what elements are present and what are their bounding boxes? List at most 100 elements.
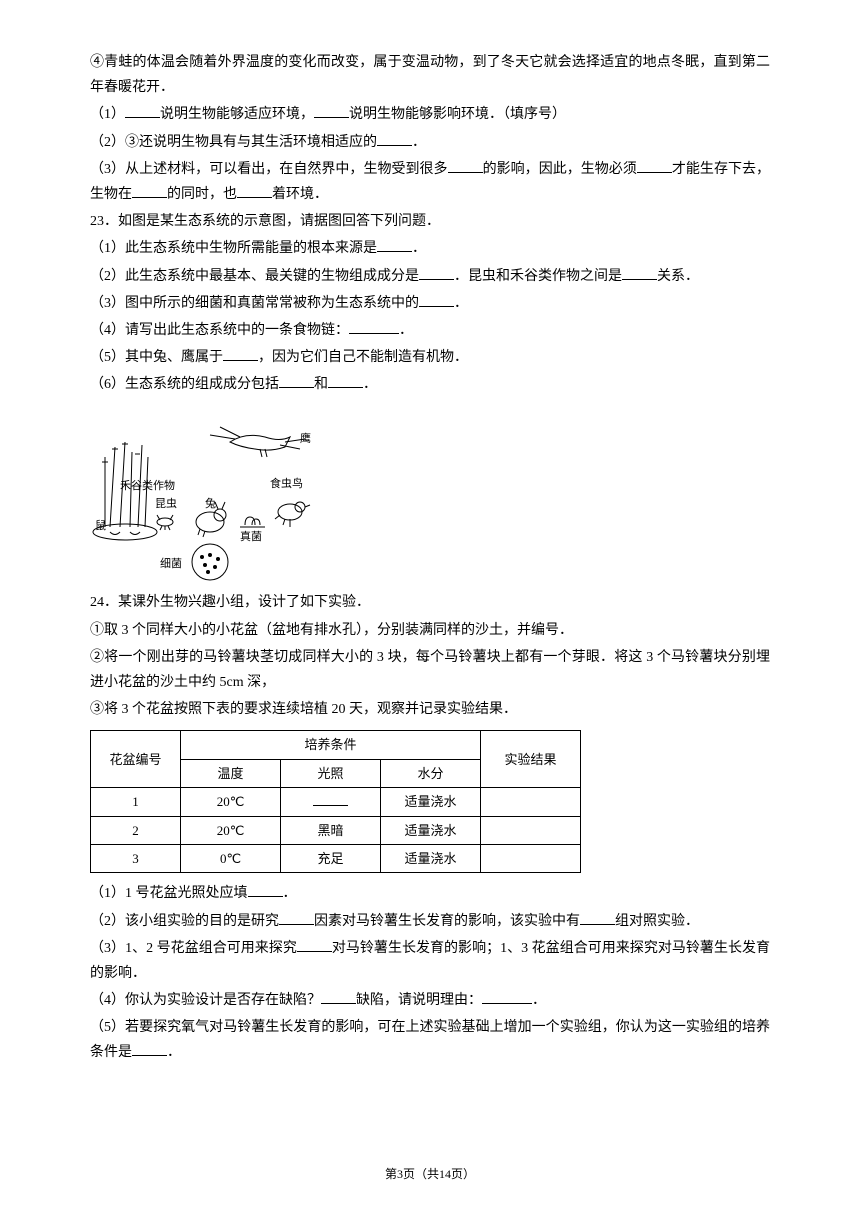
cell-light: 充足 xyxy=(281,844,381,872)
q23-sub3-a: （3）图中所示的细菌和真菌常常被称为生态系统中的 xyxy=(90,296,419,311)
q24-sub5: （5）若要探究氧气对马铃薯生长发育的影响，可在上述实验基础上增加一个实验组，你认… xyxy=(90,1015,770,1065)
blank xyxy=(637,159,672,173)
q23-sub3-b: ． xyxy=(454,296,468,311)
q23-sub2-b: ．昆虫和禾谷类作物之间是 xyxy=(454,269,622,284)
cell-temp: 20℃ xyxy=(181,788,281,816)
ecosystem-diagram: 禾谷类作物 鼠 昆虫 兔 鹰 食虫鸟 真菌 xyxy=(90,407,335,582)
blank xyxy=(482,990,532,1004)
q22-sub3-a: （3）从上述材料，可以看出，在自然界中，生物受到很多 xyxy=(90,162,448,177)
q24-sub2: （2）该小组实验的目的是研究因素对马铃薯生长发育的影响，该实验中有组对照实验． xyxy=(90,909,770,934)
bacteria-label: 细菌 xyxy=(160,557,182,570)
q22-sub1-b: 说明生物能够适应环境， xyxy=(160,107,314,122)
blank xyxy=(349,320,399,334)
q22-sub3: （3）从上述材料，可以看出，在自然界中，生物受到很多的影响，因此，生物必须才能生… xyxy=(90,157,770,207)
q23-sub2-c: 关系． xyxy=(657,269,699,284)
blank xyxy=(321,990,356,1004)
q24-sub2-b: 因素对马铃薯生长发育的影响，该实验中有 xyxy=(314,914,580,929)
q23-sub6-a: （6）生态系统的组成成分包括 xyxy=(90,377,279,392)
q22-sub1-a: （1） xyxy=(90,107,125,122)
th-result: 实验结果 xyxy=(481,731,581,788)
table-row: 3 0℃ 充足 适量浇水 xyxy=(91,844,581,872)
q23-title: 23．如图是某生态系统的示意图，请据图回答下列问题． xyxy=(90,209,770,234)
q24-sub5-b: ． xyxy=(167,1045,181,1060)
q24-title: 24．某课外生物兴趣小组，设计了如下实验． xyxy=(90,590,770,615)
eagle-label: 鹰 xyxy=(300,431,311,445)
fungus-label: 真菌 xyxy=(240,529,262,543)
q24-sub4-a: （4）你认为实验设计是否存在缺陷？ xyxy=(90,993,321,1008)
q24-sub4-c: ． xyxy=(532,993,546,1008)
rabbit-label: 兔 xyxy=(205,496,216,510)
q24-sub2-a: （2）该小组实验的目的是研究 xyxy=(90,914,279,929)
q24-sub4-b: 缺陷，请说明理由： xyxy=(356,993,482,1008)
blank xyxy=(223,347,258,361)
blank xyxy=(313,793,348,806)
cell-water: 适量浇水 xyxy=(381,844,481,872)
cell-result xyxy=(481,844,581,872)
q23-sub1: （1）此生态系统中生物所需能量的根本来源是 ． xyxy=(90,236,770,261)
q23-sub5: （5）其中兔、鹰属于 ，因为它们自己不能制造有机物． xyxy=(90,345,770,370)
table-row: 2 20℃ 黑暗 适量浇水 xyxy=(91,816,581,844)
mouse-label: 鼠 xyxy=(95,518,106,532)
th-temp: 温度 xyxy=(181,759,281,787)
blank xyxy=(448,159,483,173)
cell-result xyxy=(481,816,581,844)
th-pot: 花盆编号 xyxy=(91,731,181,788)
cell-temp: 0℃ xyxy=(181,844,281,872)
q23-sub4-b: ． xyxy=(399,323,413,338)
q22-sub3-b: 的影响，因此，生物必须 xyxy=(483,162,637,177)
q23-sub4-a: （4）请写出此生态系统中的一条食物链： xyxy=(90,323,349,338)
blank xyxy=(622,266,657,280)
blank xyxy=(419,266,454,280)
page-footer: 第3页（共14页） xyxy=(0,1164,860,1186)
footer-total: 14 xyxy=(439,1167,451,1181)
q22-sub2: （2）③还说明生物具有与其生活环境相适应的． xyxy=(90,130,770,155)
q23-sub3: （3）图中所示的细菌和真菌常常被称为生态系统中的 ． xyxy=(90,291,770,316)
intro-line-4: ④青蛙的体温会随着外界温度的变化而改变，属于变温动物，到了冬天它就会选择适宜的地… xyxy=(90,50,770,100)
blank xyxy=(580,911,615,925)
table-row: 1 20℃ 适量浇水 xyxy=(91,788,581,816)
q23-sub6: （6）生态系统的组成成分包括和． xyxy=(90,372,770,397)
q23-sub5-b: ，因为它们自己不能制造有机物． xyxy=(258,350,468,365)
blank xyxy=(248,883,283,897)
blank xyxy=(297,938,332,952)
crops-label: 禾谷类作物 xyxy=(120,478,175,492)
q23-sub5-a: （5）其中兔、鹰属于 xyxy=(90,350,223,365)
footer-prefix: 第 xyxy=(385,1167,397,1181)
q22-sub2-a: （2）③还说明生物具有与其生活环境相适应的 xyxy=(90,135,377,150)
blank xyxy=(377,132,412,146)
cell-result xyxy=(481,788,581,816)
q24-sub4: （4）你认为实验设计是否存在缺陷？ 缺陷，请说明理由： ． xyxy=(90,988,770,1013)
q23-sub2: （2）此生态系统中最基本、最关键的生物组成成分是．昆虫和禾谷类作物之间是关系． xyxy=(90,264,770,289)
blank xyxy=(237,184,272,198)
blank xyxy=(125,104,160,118)
blank xyxy=(314,104,349,118)
q23-sub1-a: （1）此生态系统中生物所需能量的根本来源是 xyxy=(90,241,377,256)
blank xyxy=(132,184,167,198)
q23-sub1-b: ． xyxy=(412,241,426,256)
q23-sub4: （4）请写出此生态系统中的一条食物链： ． xyxy=(90,318,770,343)
table-header-row: 花盆编号 培养条件 实验结果 xyxy=(91,731,581,759)
cell-water: 适量浇水 xyxy=(381,816,481,844)
th-conditions: 培养条件 xyxy=(181,731,481,759)
footer-suffix: 页） xyxy=(451,1167,475,1181)
blank xyxy=(377,238,412,252)
insect-label: 昆虫 xyxy=(155,497,177,510)
blank xyxy=(279,374,314,388)
q22-sub1-c: 说明生物能够影响环境．（填序号） xyxy=(349,107,566,122)
q22-sub3-e: 着环境． xyxy=(272,187,328,202)
q24-sub1-a: （1）1 号花盆光照处应填 xyxy=(90,886,248,901)
th-water: 水分 xyxy=(381,759,481,787)
cell-id: 2 xyxy=(91,816,181,844)
blank xyxy=(328,374,363,388)
blank xyxy=(419,293,454,307)
q24-step3: ③将 3 个花盆按照下表的要求连续培植 20 天，观察并记录实验结果． xyxy=(90,697,770,722)
experiment-table: 花盆编号 培养条件 实验结果 温度 光照 水分 1 20℃ 适量浇水 2 20℃… xyxy=(90,730,581,873)
cell-water: 适量浇水 xyxy=(381,788,481,816)
bird-label: 食虫鸟 xyxy=(270,476,303,490)
q24-sub3: （3）1、2 号花盆组合可用来探究对马铃薯生长发育的影响；1、3 花盆组合可用来… xyxy=(90,936,770,986)
q24-sub1: （1）1 号花盆光照处应填． xyxy=(90,881,770,906)
cell-id: 1 xyxy=(91,788,181,816)
q23-sub6-c: ． xyxy=(363,377,377,392)
q24-sub5-a: （5）若要探究氧气对马铃薯生长发育的影响，可在上述实验基础上增加一个实验组，你认… xyxy=(90,1020,770,1060)
cell-temp: 20℃ xyxy=(181,816,281,844)
